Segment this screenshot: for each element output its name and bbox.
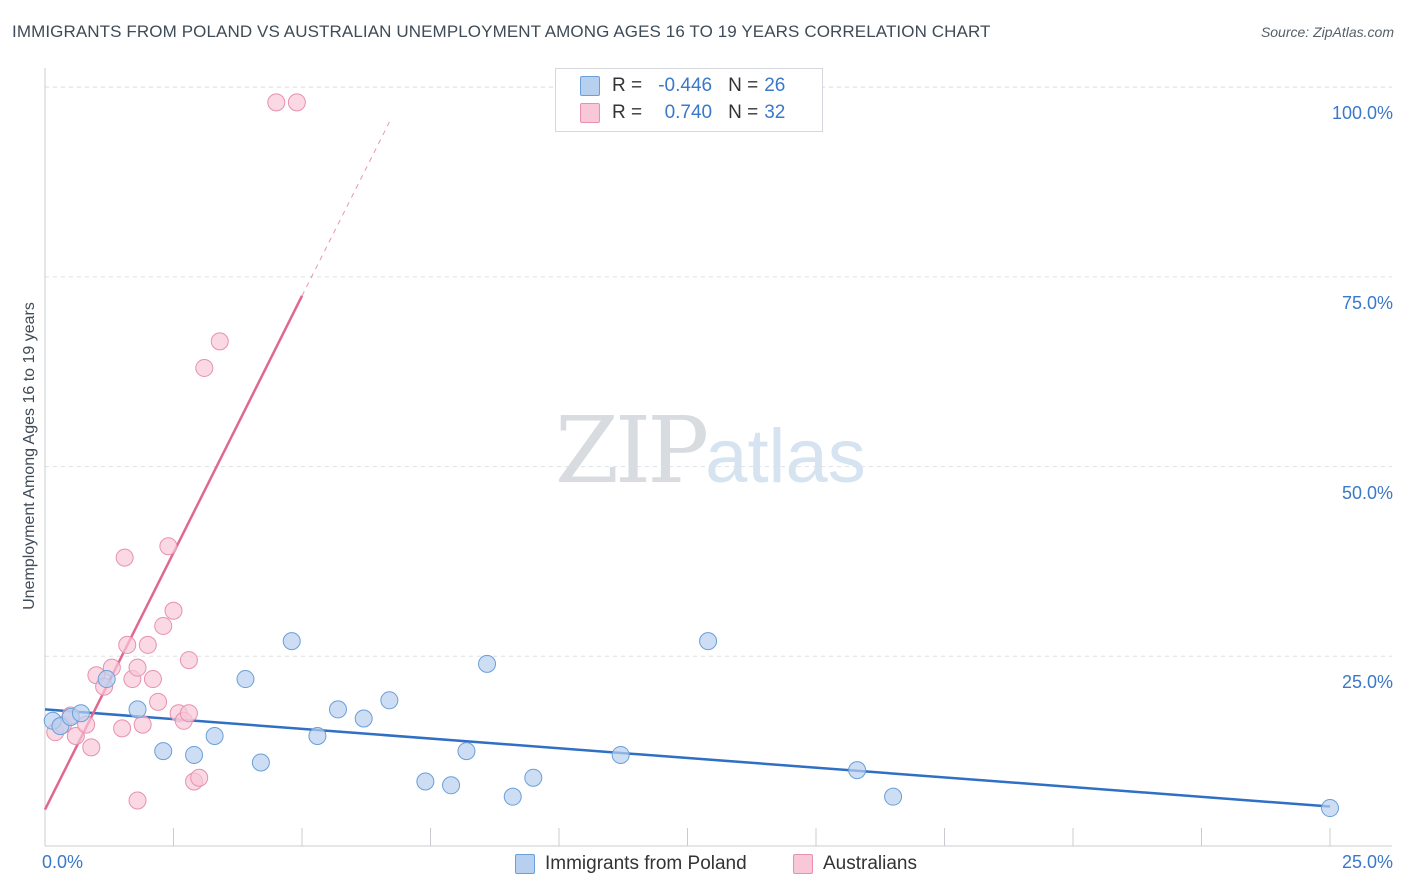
data-point-australians	[115, 548, 134, 567]
bottom-legend-poland: Immigrants from Poland	[515, 852, 747, 876]
data-point-poland	[478, 654, 497, 673]
watermark: ZIPatlas	[555, 405, 866, 497]
legend-n-label: N =	[728, 102, 759, 123]
legend-n-value: 26	[764, 75, 786, 96]
trend-lines	[43, 121, 1331, 811]
legend-r-value: 0.740	[664, 102, 713, 123]
data-point-poland	[185, 745, 204, 764]
data-point-poland	[699, 632, 718, 651]
legend-row-australians: R = 0.740 N = 32	[580, 101, 785, 125]
watermark-atlas: atlas	[705, 414, 866, 499]
bottom-legend-label-poland: Immigrants from Poland	[545, 853, 747, 874]
data-point-poland	[154, 742, 173, 761]
data-point-australians	[138, 635, 157, 654]
data-point-australians	[133, 715, 152, 734]
legend-r-label: R =	[612, 75, 643, 96]
y-tick-label: 50.0%	[1341, 482, 1393, 503]
data-point-australians	[159, 537, 178, 556]
data-point-poland	[328, 700, 347, 719]
data-point-poland	[97, 670, 116, 689]
data-point-poland	[611, 745, 630, 764]
legend-r-value: -0.446	[658, 75, 713, 96]
data-point-australians	[128, 658, 147, 677]
data-point-australians	[118, 635, 137, 654]
data-point-poland	[442, 776, 461, 795]
trend-line-australians-extension	[301, 121, 390, 297]
data-point-australians	[287, 93, 306, 112]
y-tick-label: 75.0%	[1341, 292, 1393, 313]
bottom-legend-australians: Australians	[793, 852, 917, 876]
data-point-australians	[190, 768, 209, 787]
bottom-legend-swatch-australians	[793, 854, 813, 874]
data-point-poland	[308, 726, 327, 745]
watermark-zip: ZIP	[555, 397, 709, 504]
gridlines	[45, 86, 1392, 657]
x-tick-label-max: 25.0%	[1341, 852, 1393, 872]
data-point-australians	[154, 616, 173, 635]
axes	[44, 68, 1392, 847]
legend-row-poland: R = -0.446 N = 26	[580, 74, 785, 98]
data-point-poland	[282, 632, 301, 651]
legend-n-value: 32	[764, 102, 786, 123]
bottom-legend-label-australians: Australians	[823, 853, 917, 874]
y-axis-label: Unemployment Among Ages 16 to 19 years	[21, 302, 38, 610]
data-point-poland	[236, 670, 255, 689]
legend-r-label: R =	[612, 102, 643, 123]
data-point-australians	[179, 704, 198, 723]
data-point-poland	[71, 704, 90, 723]
data-point-poland	[1321, 799, 1339, 818]
data-point-australians	[267, 93, 286, 112]
trend-line-poland	[44, 708, 1331, 808]
legend: R = -0.446 N = 26 R = 0.740 N = 32	[555, 68, 823, 132]
source-credit: Source: ZipAtlas.com	[1260, 24, 1394, 40]
data-point-australians	[164, 601, 183, 620]
data-point-poland	[380, 691, 399, 710]
data-point-australians	[179, 651, 198, 670]
data-point-poland	[354, 709, 373, 728]
data-point-poland	[416, 772, 435, 791]
data-point-poland	[848, 761, 867, 780]
data-point-poland	[128, 700, 147, 719]
data-point-australians	[66, 726, 85, 745]
chart-title: IMMIGRANTS FROM POLAND VS AUSTRALIAN UNE…	[12, 22, 991, 41]
data-point-australians	[195, 358, 214, 377]
data-point-australians	[210, 332, 229, 351]
y-tick-label: 25.0%	[1341, 672, 1393, 693]
data-point-poland	[251, 753, 270, 772]
data-point-poland	[457, 742, 476, 761]
data-points	[43, 93, 1339, 818]
data-point-australians	[143, 670, 162, 689]
legend-n-label: N =	[728, 75, 759, 96]
data-point-poland	[205, 726, 224, 745]
data-point-australians	[82, 738, 101, 757]
data-point-australians	[149, 692, 168, 711]
data-point-australians	[128, 791, 147, 810]
data-point-australians	[113, 719, 132, 738]
bottom-legend-swatch-poland	[515, 854, 535, 874]
x-tick-label-min: 0.0%	[42, 852, 84, 872]
data-point-poland	[524, 768, 543, 787]
data-point-poland	[503, 787, 522, 806]
legend-swatch-australians	[580, 103, 600, 123]
legend-swatch-poland	[580, 76, 600, 96]
y-tick-label: 100.0%	[1331, 103, 1393, 124]
data-point-poland	[884, 787, 903, 806]
